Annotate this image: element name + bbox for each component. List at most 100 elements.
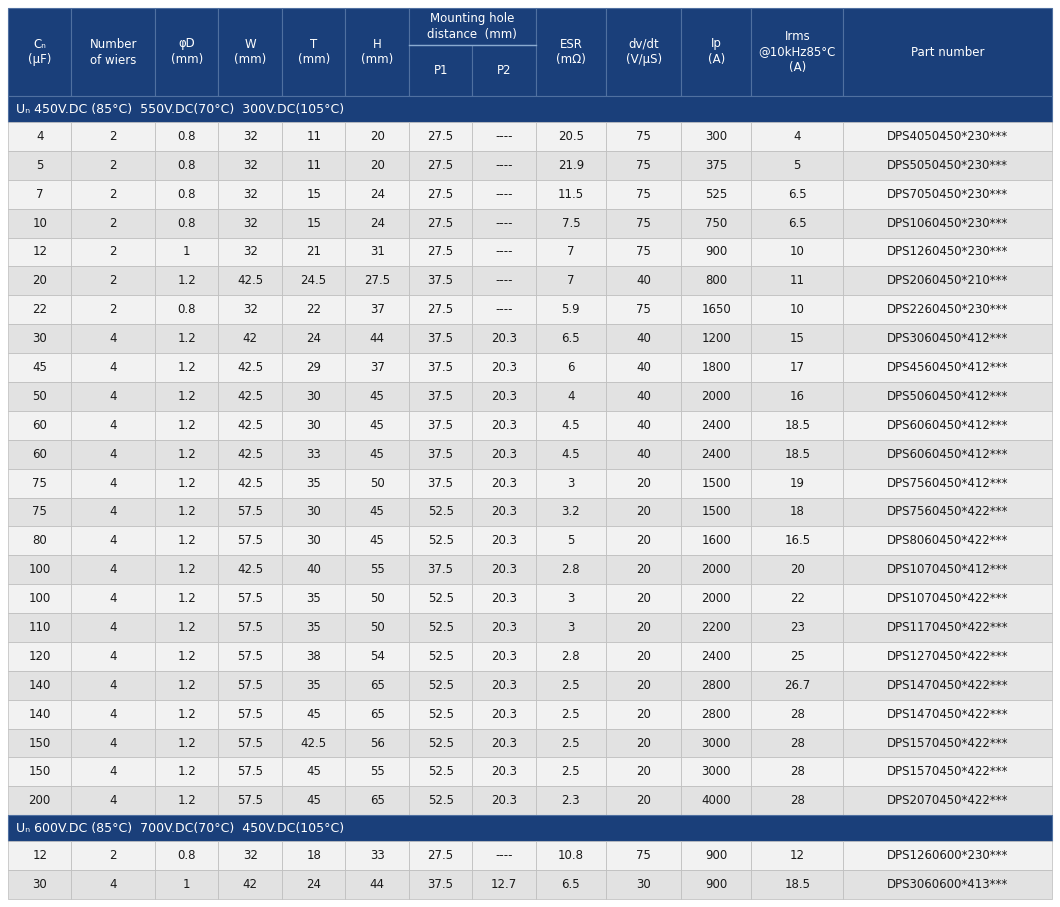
Bar — [682, 699, 752, 728]
Bar — [843, 870, 1052, 899]
Bar — [409, 151, 473, 180]
Bar — [682, 180, 752, 209]
Bar — [536, 8, 606, 96]
Text: 75: 75 — [636, 217, 651, 229]
Text: 1.2: 1.2 — [177, 766, 196, 778]
Text: 5: 5 — [794, 159, 801, 171]
Text: 45: 45 — [370, 419, 385, 432]
Bar — [682, 671, 752, 699]
Bar — [752, 526, 843, 555]
Text: 2: 2 — [109, 159, 117, 171]
Bar — [8, 815, 1052, 841]
Text: 20: 20 — [636, 476, 651, 490]
Bar — [606, 382, 682, 411]
Bar — [536, 786, 606, 815]
Text: 1.2: 1.2 — [177, 736, 196, 749]
Bar — [682, 498, 752, 526]
Bar — [606, 324, 682, 353]
Text: 27.5: 27.5 — [427, 303, 454, 317]
Bar — [536, 526, 606, 555]
Text: 75: 75 — [32, 476, 48, 490]
Text: W
(mm): W (mm) — [234, 37, 266, 66]
Text: 1.2: 1.2 — [177, 419, 196, 432]
Text: 42: 42 — [243, 878, 258, 891]
Bar — [8, 671, 71, 699]
Text: 28: 28 — [790, 736, 805, 749]
Text: 20.3: 20.3 — [491, 332, 517, 346]
Bar — [8, 8, 71, 96]
Text: 45: 45 — [370, 448, 385, 461]
Bar — [218, 699, 282, 728]
Text: 900: 900 — [705, 246, 727, 258]
Bar — [409, 699, 473, 728]
Bar — [409, 584, 473, 613]
Text: DPS7560450*422***: DPS7560450*422*** — [887, 505, 1008, 519]
Bar — [282, 786, 346, 815]
Bar — [282, 671, 346, 699]
Bar — [409, 613, 473, 642]
Bar — [606, 122, 682, 151]
Text: H
(mm): H (mm) — [361, 37, 393, 66]
Bar — [8, 584, 71, 613]
Bar — [606, 353, 682, 382]
Text: 20: 20 — [636, 534, 651, 547]
Text: 2: 2 — [109, 246, 117, 258]
Text: 17: 17 — [790, 361, 805, 374]
Text: 75: 75 — [32, 505, 48, 519]
Bar — [346, 526, 409, 555]
Text: 1.2: 1.2 — [177, 678, 196, 692]
Text: 30: 30 — [306, 419, 321, 432]
Text: 24: 24 — [370, 188, 385, 200]
Text: 4: 4 — [109, 505, 117, 519]
Bar — [71, 411, 155, 440]
Text: 20.3: 20.3 — [491, 649, 517, 663]
Bar — [473, 786, 536, 815]
Text: 24: 24 — [306, 332, 321, 346]
Bar — [8, 870, 71, 899]
Bar — [218, 584, 282, 613]
Text: 37.5: 37.5 — [427, 563, 454, 576]
Text: P2: P2 — [497, 64, 511, 77]
Bar — [155, 671, 218, 699]
Bar — [843, 728, 1052, 757]
Bar — [752, 757, 843, 786]
Bar — [8, 786, 71, 815]
Bar — [8, 699, 71, 728]
Bar — [843, 209, 1052, 238]
Text: 20.3: 20.3 — [491, 766, 517, 778]
Text: 60: 60 — [32, 419, 48, 432]
Bar — [71, 584, 155, 613]
Text: DPS1470450*422***: DPS1470450*422*** — [887, 707, 1008, 721]
Text: 50: 50 — [370, 621, 385, 634]
Text: 7: 7 — [567, 274, 575, 288]
Text: 45: 45 — [32, 361, 48, 374]
Text: DPS7560450*412***: DPS7560450*412*** — [887, 476, 1008, 490]
Text: 300: 300 — [705, 130, 727, 143]
Text: Irms
@10kHz85°C
(A): Irms @10kHz85°C (A) — [759, 30, 836, 74]
Bar — [218, 841, 282, 870]
Bar — [843, 613, 1052, 642]
Bar — [843, 757, 1052, 786]
Bar — [155, 642, 218, 671]
Text: 1.2: 1.2 — [177, 592, 196, 605]
Text: 37.5: 37.5 — [427, 448, 454, 461]
Bar — [606, 267, 682, 296]
Bar — [409, 671, 473, 699]
Bar — [71, 699, 155, 728]
Text: 11: 11 — [306, 130, 321, 143]
Text: DPS3060450*412***: DPS3060450*412*** — [887, 332, 1008, 346]
Bar — [606, 180, 682, 209]
Bar — [155, 613, 218, 642]
Text: 21.9: 21.9 — [558, 159, 584, 171]
Bar — [218, 8, 282, 96]
Bar — [606, 440, 682, 469]
Bar — [473, 469, 536, 498]
Text: 52.5: 52.5 — [427, 678, 454, 692]
Bar — [606, 584, 682, 613]
Bar — [682, 469, 752, 498]
Text: 100: 100 — [29, 563, 51, 576]
Bar — [282, 324, 346, 353]
Bar — [473, 324, 536, 353]
Bar — [752, 841, 843, 870]
Bar — [218, 870, 282, 899]
